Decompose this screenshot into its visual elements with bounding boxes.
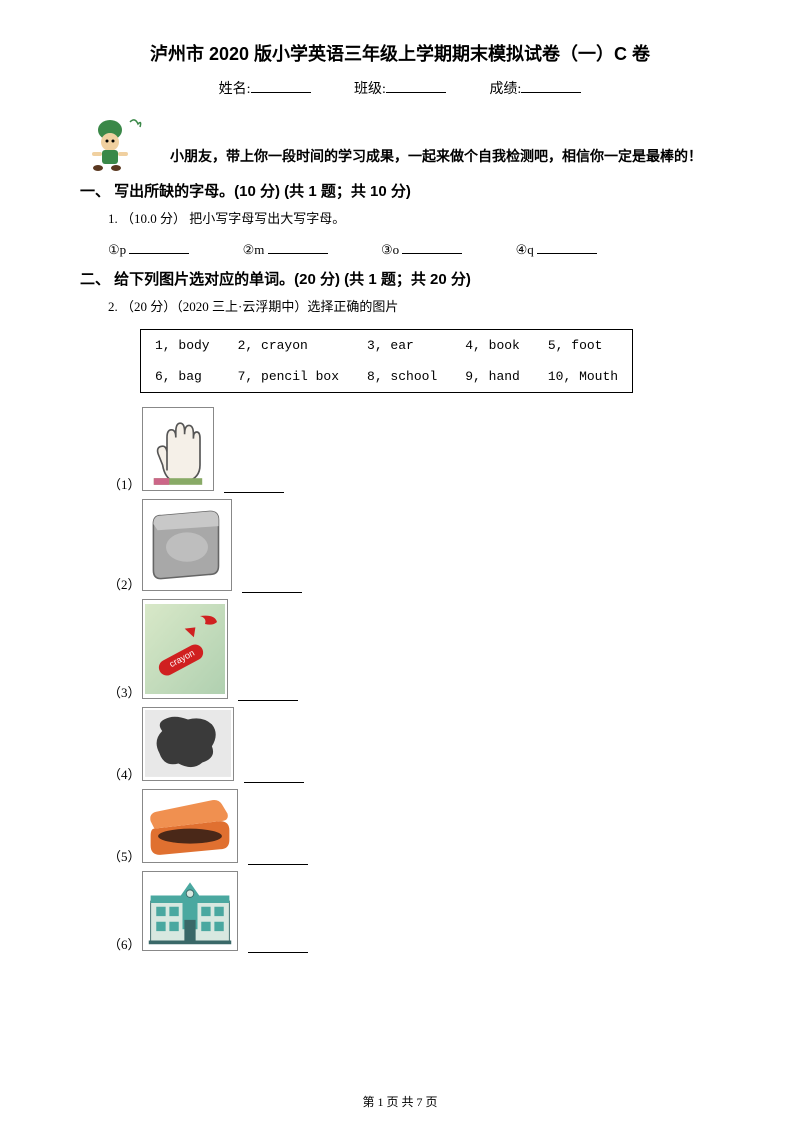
w6: 6, bag	[141, 361, 224, 393]
blank-b[interactable]	[268, 240, 328, 254]
w10: 10, Mouth	[534, 361, 633, 393]
pic-num-6: （6）	[108, 934, 142, 953]
name-blank[interactable]	[251, 79, 311, 93]
hand-icon	[142, 407, 214, 491]
q2-intro: 2. （20 分）（2020 三上·云浮期中）选择正确的图片	[108, 295, 720, 318]
answer-blank-2[interactable]	[242, 579, 302, 593]
pic-num-2: （2）	[108, 574, 142, 593]
class-blank[interactable]	[386, 79, 446, 93]
book-icon	[142, 499, 232, 591]
letter-row: ①p ②m ③o ④q	[108, 240, 720, 258]
pic-num-5: （5）	[108, 846, 142, 865]
pic-item-1: （1）	[108, 407, 720, 493]
letter-d: ④q	[516, 242, 534, 257]
pic-item-5: （5）	[108, 789, 720, 865]
w2: 2, crayon	[224, 329, 353, 361]
w4: 4, book	[451, 329, 534, 361]
w8: 8, school	[353, 361, 451, 393]
pic-item-6: （6）	[108, 871, 720, 953]
answer-blank-1[interactable]	[224, 479, 284, 493]
class-label: 班级:	[354, 82, 386, 97]
pic-item-4: （4）	[108, 707, 720, 783]
page-title: 泸州市 2020 版小学英语三年级上学期期末模拟试卷（一）C 卷	[80, 40, 720, 66]
letter-a: ①p	[108, 242, 126, 257]
pic-item-3: （3） crayon	[108, 599, 720, 701]
score-blank[interactable]	[521, 79, 581, 93]
pic-num-3: （3）	[108, 682, 142, 701]
letter-c: ③o	[381, 242, 399, 257]
answer-blank-5[interactable]	[248, 851, 308, 865]
w5: 5, foot	[534, 329, 633, 361]
word-table: 1, body 2, crayon 3, ear 4, book 5, foot…	[140, 329, 633, 393]
pencil-box-icon	[142, 789, 238, 863]
section2-heading: 二、 给下列图片选对应的单词。(20 分) (共 1 题；共 20 分)	[80, 268, 720, 289]
w9: 9, hand	[451, 361, 534, 393]
page-footer: 第 1 页 共 7 页	[0, 1093, 800, 1110]
intro-row: 小朋友，带上你一段时间的学习成果，一起来做个自我检测吧，相信你一定是最棒的！	[80, 112, 720, 172]
answer-blank-3[interactable]	[238, 687, 298, 701]
answer-blank-4[interactable]	[244, 769, 304, 783]
pic-num-1: （1）	[108, 474, 142, 493]
school-icon	[142, 871, 238, 951]
blank-a[interactable]	[129, 240, 189, 254]
header-fields: 姓名: 班级: 成绩:	[80, 78, 720, 98]
intro-text: 小朋友，带上你一段时间的学习成果，一起来做个自我检测吧，相信你一定是最棒的！	[170, 146, 702, 172]
blank-c[interactable]	[402, 240, 462, 254]
section1-heading: 一、 写出所缺的字母。(10 分) (共 1 题；共 10 分)	[80, 180, 720, 201]
pic-item-2: （2）	[108, 499, 720, 593]
letter-b: ②m	[243, 242, 265, 257]
mascot-icon	[80, 112, 150, 172]
w3: 3, ear	[353, 329, 451, 361]
answer-blank-6[interactable]	[248, 939, 308, 953]
name-label: 姓名:	[219, 82, 251, 97]
w7: 7, pencil box	[224, 361, 353, 393]
crayon-icon: crayon	[142, 599, 228, 699]
score-label: 成绩:	[489, 82, 521, 97]
w1: 1, body	[141, 329, 224, 361]
blank-d[interactable]	[537, 240, 597, 254]
q1-intro: 1. （10.0 分） 把小写字母写出大写字母。	[108, 207, 720, 230]
pic-num-4: （4）	[108, 764, 142, 783]
body-icon	[142, 707, 234, 781]
